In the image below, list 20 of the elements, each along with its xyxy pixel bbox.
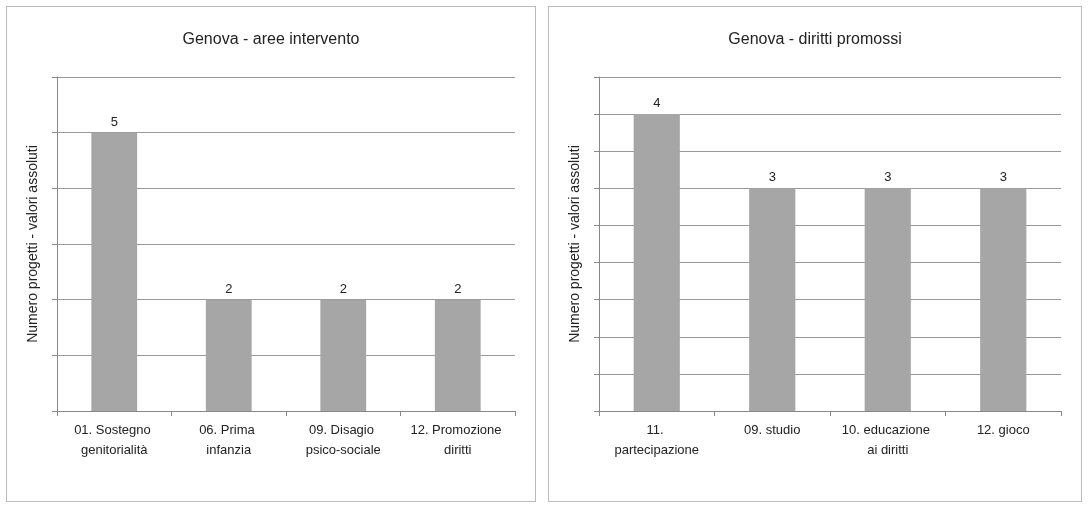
y-axis-title: Numero progetti - valori assoluti [566,145,582,343]
data-label: 2 [225,280,233,296]
x-tick-label: 12. gioco [976,421,1030,437]
data-label: 5 [110,113,118,129]
x-tick-label: 12. Promozione diritti [410,421,506,457]
x-tick-label: 10. educazione ai diritti [841,421,934,457]
chart-title: Genova - diritti promossi [728,29,902,47]
data-label: 3 [768,169,776,185]
data-label: 3 [999,169,1007,185]
chart-title: Genova - aree intervento [182,29,360,47]
data-label: 2 [339,280,347,296]
x-tick-label: 09. studio [744,421,801,437]
x-tick-label: 01. Sostegno genitorialità [74,421,155,457]
x-tick-label: 06. Prima infanzia [199,421,259,457]
x-tick-label: 11. partecipazione [614,421,700,457]
x-tick-label: 09. Disagio psico-sociale [305,421,381,457]
data-label: 2 [454,280,462,296]
data-label: 3 [884,169,892,185]
y-axis-title: Numero progetti - valori assoluti [24,145,40,343]
data-label: 4 [653,95,661,111]
